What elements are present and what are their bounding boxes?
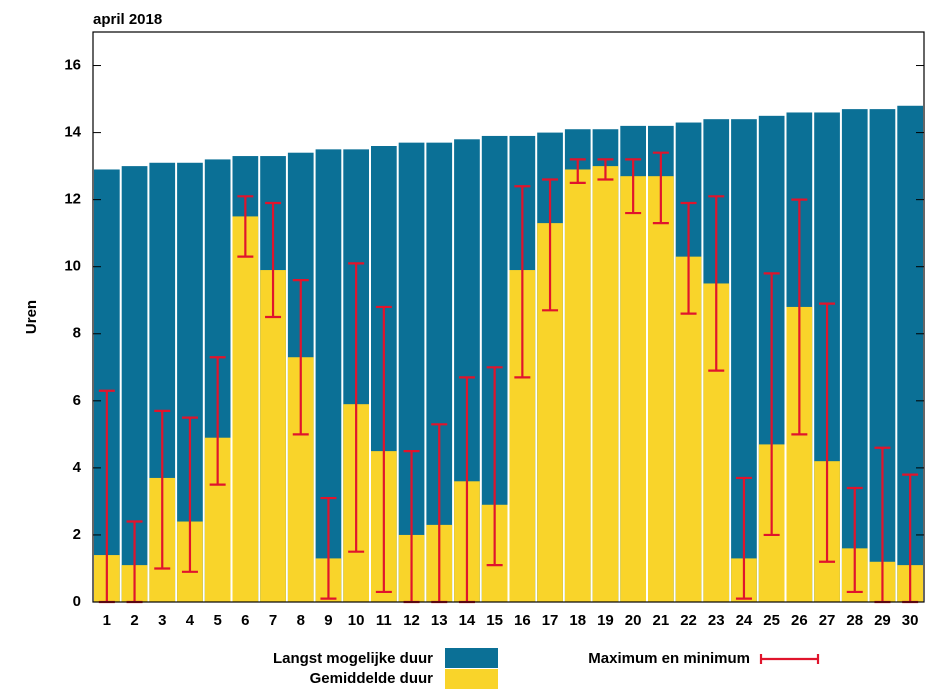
error-bar — [625, 158, 642, 215]
error-bar — [846, 486, 863, 594]
x-tick-label: 26 — [791, 612, 808, 629]
x-tick-label: 9 — [324, 612, 332, 629]
y-tick-label: 16 — [64, 56, 81, 73]
plot-frame — [92, 31, 925, 603]
error-bar — [514, 185, 531, 379]
chart-title: april 2018 — [93, 11, 162, 28]
x-tick-label: 15 — [486, 612, 503, 629]
x-tick-label: 8 — [297, 612, 305, 629]
y-tick-label: 6 — [73, 392, 81, 409]
x-tick-label: 17 — [542, 612, 559, 629]
error-bar — [375, 305, 392, 594]
x-tick-label: 18 — [569, 612, 586, 629]
error-bar — [569, 158, 586, 184]
error-bar — [791, 198, 808, 436]
bar — [648, 176, 674, 603]
x-tick-label: 19 — [597, 612, 614, 629]
x-tick-label: 27 — [819, 612, 836, 629]
legend-label: Langst mogelijke duur — [273, 650, 433, 667]
legend-label: Maximum en minimum — [588, 650, 750, 667]
x-tick-label: 6 — [241, 612, 249, 629]
y-axis-label: Uren — [23, 300, 40, 334]
x-tick-label: 14 — [459, 612, 476, 629]
x-tick-label: 21 — [653, 612, 670, 629]
x-tick-label: 7 — [269, 612, 277, 629]
bar — [260, 270, 286, 602]
error-bar — [542, 178, 559, 312]
y-tick-label: 2 — [73, 526, 81, 543]
bar — [592, 166, 619, 602]
y-tick-label: 14 — [64, 124, 81, 141]
x-tick-label: 13 — [431, 612, 448, 629]
error-bar — [680, 201, 697, 315]
x-tick-label: 5 — [213, 612, 221, 629]
x-tick-label: 30 — [902, 612, 919, 629]
x-tick-label: 23 — [708, 612, 725, 629]
x-tick-label: 25 — [763, 612, 780, 629]
x-tick-label: 12 — [403, 612, 420, 629]
error-bar — [265, 201, 282, 319]
x-tick-label: 20 — [625, 612, 642, 629]
x-tick-label: 16 — [514, 612, 531, 629]
x-tick-label: 4 — [186, 612, 195, 629]
bar — [232, 216, 259, 603]
error-bar — [735, 476, 752, 600]
error-bar — [486, 366, 503, 567]
error-bar — [181, 416, 198, 573]
error-bar — [597, 158, 614, 181]
y-tick-label: 10 — [64, 258, 81, 275]
x-tick-label: 29 — [874, 612, 891, 629]
y-tick-label: 12 — [64, 191, 81, 208]
error-bar — [708, 195, 725, 372]
error-bar — [348, 262, 365, 553]
x-tick-label: 22 — [680, 612, 697, 629]
x-tick-label: 24 — [736, 612, 753, 629]
bar — [620, 176, 646, 603]
x-tick-label: 2 — [130, 612, 138, 629]
error-bar — [763, 272, 780, 537]
error-bar — [652, 151, 669, 225]
legend-swatch — [445, 669, 498, 689]
error-bar — [209, 356, 226, 486]
y-tick-label: 4 — [73, 459, 82, 476]
error-bar — [320, 496, 337, 600]
bar — [564, 169, 591, 602]
x-tick-label: 1 — [103, 612, 111, 629]
x-tick-label: 10 — [348, 612, 365, 629]
legend-swatch — [445, 648, 498, 668]
y-tick-label: 8 — [73, 325, 81, 342]
error-bar — [292, 279, 309, 436]
error-bar — [237, 195, 254, 258]
error-bar — [154, 409, 171, 570]
x-tick-label: 28 — [846, 612, 863, 629]
x-tick-label: 11 — [376, 612, 392, 629]
error-bar — [819, 302, 836, 563]
legend-label: Gemiddelde duur — [310, 670, 434, 687]
y-tick-label: 0 — [73, 593, 81, 610]
x-tick-label: 3 — [158, 612, 166, 629]
